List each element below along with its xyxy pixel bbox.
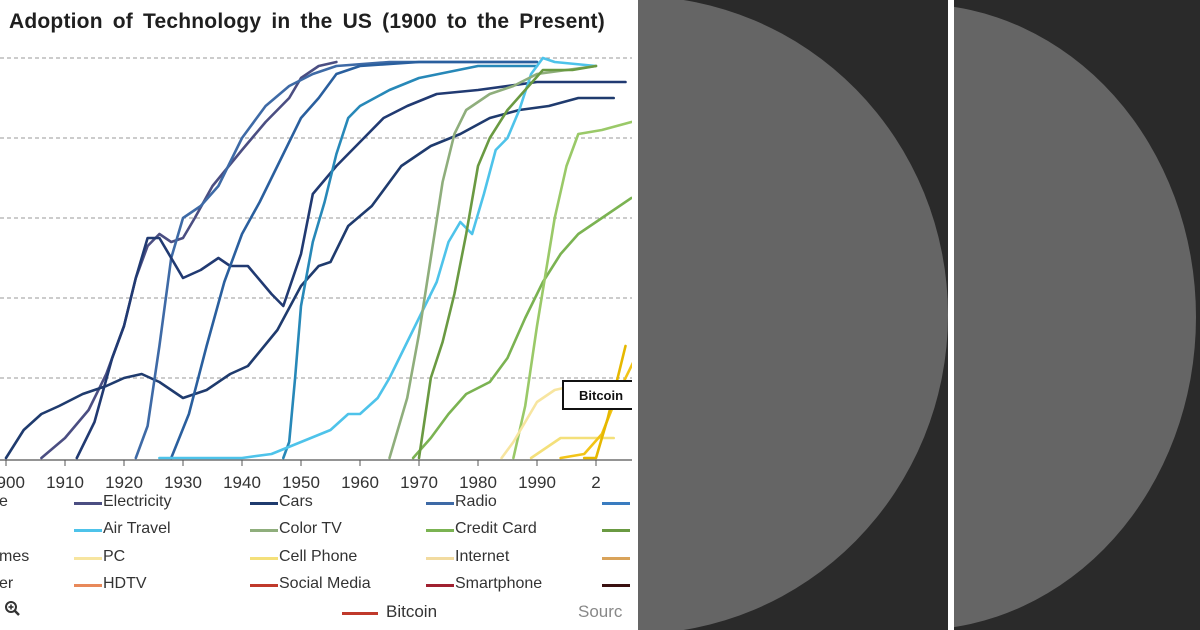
legend-label: e (0, 493, 8, 510)
source-note: Sourc (578, 602, 623, 621)
x-tick-label: 2 (591, 473, 600, 492)
legend-swatch (74, 584, 102, 587)
legend-label: Cars (279, 493, 313, 510)
x-tick-label: 1980 (459, 473, 497, 492)
legend-swatch (602, 557, 630, 560)
preview-panel-right (954, 0, 1200, 630)
legend-swatch (250, 557, 278, 560)
legend-swatch (426, 502, 454, 505)
legend-label: Smartphone (455, 575, 543, 592)
legend-swatch (426, 584, 454, 587)
series-line-dishwasher (417, 64, 598, 460)
chart-title: Adoption of Technology in the US (1900 t… (9, 10, 605, 33)
legend-swatch (342, 612, 378, 615)
legend-swatch (602, 529, 630, 532)
series-line-television (281, 64, 539, 460)
series-line-cars (4, 96, 616, 460)
series-line-microwave (512, 120, 632, 460)
series-line-air-travel (158, 56, 598, 460)
legend-label: PC (103, 548, 126, 565)
divider-right (948, 0, 954, 630)
gray-half-circle-left (638, 0, 948, 630)
legend-label: Color TV (279, 520, 342, 537)
legend-swatch (250, 502, 278, 505)
series-line-credit-card (411, 196, 632, 460)
legend-swatch (426, 529, 454, 532)
series-line-telephone (75, 80, 627, 460)
legend-swatch (74, 502, 102, 505)
preview-panel-left (638, 0, 948, 630)
legend-label: Cell Phone (279, 548, 358, 565)
series-line-radio (134, 60, 539, 460)
legend-label: Social Media (279, 575, 371, 592)
series-line-refrigerator (169, 60, 539, 460)
series-line-cell-phone (529, 436, 616, 460)
legend-label: mes (0, 548, 30, 565)
legend-label: er (0, 575, 14, 592)
x-tick-label: 1940 (223, 473, 261, 492)
legend-label: Air Travel (103, 520, 171, 537)
x-tick-label: 1960 (341, 473, 379, 492)
x-tick-label: 1970 (400, 473, 438, 492)
legend-swatch (74, 557, 102, 560)
zoom-icon[interactable] (2, 600, 20, 618)
legend-label: Bitcoin (386, 602, 438, 621)
legend-swatch (74, 529, 102, 532)
chart-panel: Adoption of Technology in the US (1900 t… (0, 0, 632, 630)
x-tick-label: 1900 (0, 473, 25, 492)
series-line-color-tv (388, 64, 598, 460)
divider-left (632, 0, 638, 630)
x-tick-label: 1950 (282, 473, 320, 492)
legend-label: HDTV (103, 575, 147, 592)
legend-label: Internet (455, 548, 510, 565)
legend-swatch (250, 584, 278, 587)
x-tick-label: 1930 (164, 473, 202, 492)
legend-swatch (426, 557, 454, 560)
legend-swatch (602, 502, 630, 505)
legend-label: Radio (455, 493, 497, 510)
legend-label: Electricity (103, 493, 172, 510)
x-tick-label: 1910 (46, 473, 84, 492)
legend-label: Credit Card (455, 520, 537, 537)
x-tick-label: 1990 (518, 473, 556, 492)
legend-swatch (602, 584, 630, 587)
bitcoin-annotation: Bitcoin (562, 380, 632, 410)
x-tick-label: 1920 (105, 473, 143, 492)
gray-half-circle-right (954, 4, 1196, 630)
legend-swatch (250, 529, 278, 532)
